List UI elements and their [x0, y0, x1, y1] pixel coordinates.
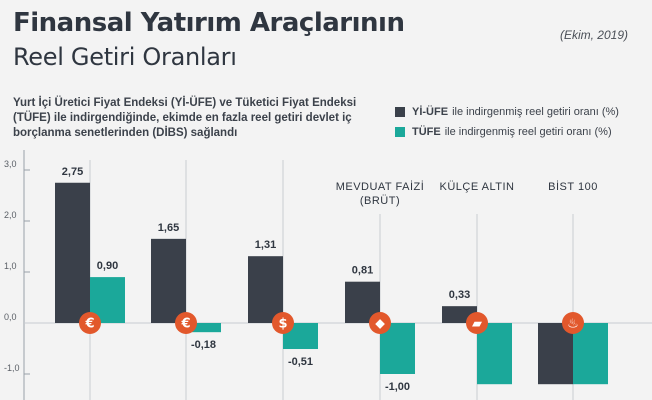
data-label: 1,31 — [255, 239, 276, 251]
bar-yi-ufe — [151, 238, 186, 323]
y-tick-label: 1,0 — [4, 261, 17, 271]
bar-yi-ufe — [538, 323, 573, 385]
y-tick-label: 2,0 — [4, 210, 17, 220]
data-label: 0,81 — [352, 265, 373, 277]
data-label: 1,65 — [158, 222, 179, 234]
data-label: -0,18 — [191, 339, 216, 351]
legend-label-bold: TÜFE — [412, 126, 441, 138]
euro-icon: € — [180, 317, 190, 332]
legend-swatch — [395, 107, 405, 117]
title-block: Finansal Yatırım Araçlarının Reel Getiri… — [13, 6, 405, 74]
date-label: (Ekim, 2019) — [559, 28, 628, 42]
gold-bars-icon: ▰ — [472, 317, 482, 332]
deposit-icon-badge — [369, 312, 391, 334]
y-tick-label: 3,0 — [4, 159, 17, 169]
description: Yurt İçi Üretici Fiyat Endeksi (Yİ-ÜFE) … — [13, 97, 357, 139]
dollar-icon: $ — [278, 317, 287, 332]
gold-bars-icon-badge — [466, 312, 488, 334]
legend-label: ile indirgenmiş reel getiri oranı (%) — [452, 106, 619, 118]
data-label: 2,75 — [62, 166, 83, 178]
y-tick-label: -1,0 — [4, 363, 20, 373]
legend-item-tufe: TÜFE ile indirgenmiş reel getiri oranı (… — [395, 126, 619, 138]
data-label: -1,00 — [385, 381, 410, 393]
page-subtitle: Reel Getiri Oranları — [13, 43, 237, 71]
data-label: -0,51 — [288, 356, 313, 368]
bar-yi-ufe — [248, 256, 283, 323]
bar-tufe — [477, 323, 512, 385]
category-label: (BRÜT) — [360, 195, 400, 207]
bar-tufe — [573, 323, 608, 385]
legend-label-bold: Yİ-ÜFE — [412, 106, 449, 118]
euro-icon-badge — [79, 312, 101, 334]
euro-icon: € — [84, 317, 94, 332]
deposit-icon: ⬥ — [374, 317, 385, 332]
bar-tufe — [186, 323, 221, 333]
legend: Yİ-ÜFE ile indirgenmiş reel getiri oranı… — [395, 106, 619, 146]
legend-swatch — [395, 127, 405, 137]
category-label: MEVDUAT FAİZİ — [336, 180, 425, 193]
stock-index-icon: ♨ — [567, 317, 579, 332]
euro-icon-badge — [175, 312, 197, 334]
legend-label: ile indirgenmiş reel getiri oranı (%) — [444, 126, 612, 138]
data-label: 0,90 — [97, 260, 118, 272]
page-title: Finansal Yatırım Araçlarının — [13, 8, 405, 38]
legend-item-yi-ufe: Yİ-ÜFE ile indirgenmiş reel getiri oranı… — [395, 106, 619, 118]
category-label: KÜLÇE ALTIN — [440, 181, 515, 193]
y-tick-label: 0,0 — [4, 312, 17, 322]
data-label: 0,33 — [449, 289, 470, 301]
bar-yi-ufe — [55, 182, 90, 323]
category-label: BİST 100 — [548, 180, 598, 193]
dollar-icon-badge — [272, 312, 294, 334]
stock-index-icon-badge — [562, 312, 584, 334]
